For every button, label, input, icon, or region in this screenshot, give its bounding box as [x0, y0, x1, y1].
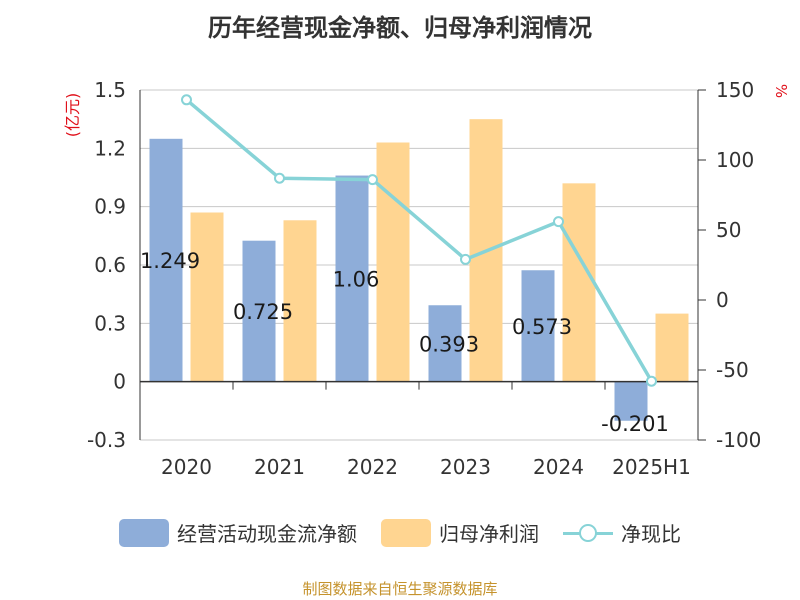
bar-net-profit: [190, 212, 224, 382]
chart-title: 历年经营现金净额、归母净利润情况: [208, 14, 592, 42]
bar-net-profit: [376, 142, 410, 382]
legend-item-cashflow[interactable]: 经营活动现金流净额: [119, 518, 357, 547]
bar-net-profit: [562, 183, 596, 382]
legend: 经营活动现金流净额 归母净利润 净现比: [0, 518, 800, 547]
y-right-tick-label: -50: [716, 358, 749, 382]
x-tick-label: 2022: [347, 455, 398, 479]
data-label-cashflow: 0.393: [419, 332, 479, 356]
y-left-tick-label: 0: [113, 370, 126, 394]
legend-swatch-cashflow: [119, 518, 169, 547]
data-labels: 1.249 0.725 1.06 0.393 0.573 -0.201: [140, 249, 669, 436]
axes: -0.3 0 0.3 0.6 0.9 1.2 1.5 -100 -50 0 50 100 150 2020…: [87, 78, 761, 479]
y-right-tick-label: 0: [716, 288, 729, 312]
data-label-cashflow: 0.725: [233, 300, 293, 324]
x-tick-label: 2024: [533, 455, 584, 479]
point-cash-ratio: [553, 216, 564, 228]
bar-layer: [149, 119, 689, 421]
bar-net-profit: [283, 220, 317, 382]
data-label-cashflow: -0.201: [601, 412, 669, 436]
y-left-tick-label: -0.3: [87, 428, 126, 452]
line-layer: [181, 94, 657, 387]
line-cash-ratio: [185, 98, 654, 383]
legend-swatch-cash-ratio: [563, 519, 613, 547]
bar-cashflow: [149, 138, 183, 382]
y-left-tick-label: 0.9: [94, 195, 126, 219]
point-cash-ratio: [460, 253, 471, 265]
y-left-tick-label: 0.3: [94, 311, 126, 335]
y-left-tick-label: 1.5: [94, 78, 126, 102]
bar-net-profit: [655, 313, 689, 382]
point-cash-ratio: [367, 174, 378, 186]
legend-label-net-profit: 归母净利润: [439, 522, 539, 546]
point-cash-ratio: [181, 94, 192, 106]
legend-label-cash-ratio: 净现比: [621, 522, 681, 546]
legend-swatch-net-profit: [381, 518, 431, 547]
legend-item-cash-ratio[interactable]: 净现比: [563, 518, 681, 547]
y-right-tick-label: 150: [716, 78, 754, 102]
y-left-tick-label: 1.2: [94, 136, 126, 160]
x-tick-label: 2023: [440, 455, 491, 479]
y-right-tick-label: -100: [716, 428, 761, 452]
bar-cashflow: [614, 381, 648, 421]
source-note: 制图数据来自恒生聚源数据库: [302, 580, 498, 598]
bar-cashflow: [521, 270, 555, 382]
x-tick-label: 2025H1: [612, 455, 691, 479]
bar-cashflow: [242, 240, 276, 382]
legend-label-cashflow: 经营活动现金流净额: [177, 522, 357, 546]
x-tick-label: 2020: [161, 455, 212, 479]
data-label-cashflow: 1.06: [333, 268, 380, 292]
data-label-cashflow: 1.249: [140, 249, 200, 273]
point-cash-ratio: [646, 375, 657, 387]
y-right-axis-label: %: [772, 84, 790, 98]
x-tick-label: 2021: [254, 455, 305, 479]
data-label-cashflow: 0.573: [512, 315, 572, 339]
y-right-tick-label: 100: [716, 148, 754, 172]
bar-cashflow: [428, 305, 462, 382]
legend-item-net-profit[interactable]: 归母净利润: [381, 518, 539, 547]
y-left-tick-label: 0.6: [94, 253, 126, 277]
y-right-tick-label: 50: [716, 218, 741, 242]
point-cash-ratio: [274, 172, 285, 184]
y-left-axis-label: (亿元): [63, 93, 82, 138]
bar-cashflow: [335, 175, 369, 382]
